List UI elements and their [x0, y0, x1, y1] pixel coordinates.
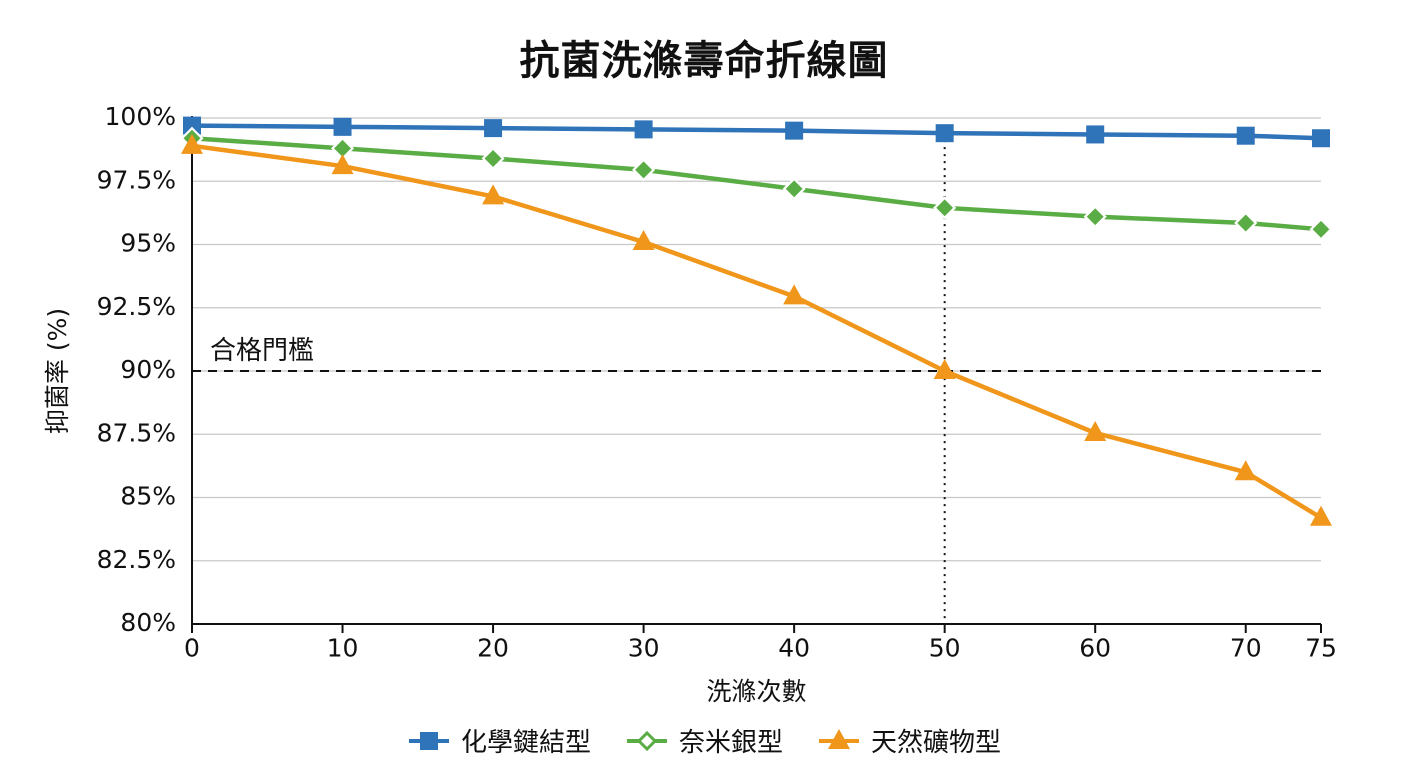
- data-point-series-1: [481, 146, 505, 171]
- data-point-series-1: [1234, 211, 1258, 235]
- data-point-series-0: [1236, 126, 1255, 145]
- x-tick-label: 40: [778, 633, 810, 662]
- y-tick-label: 97.5%: [97, 165, 176, 194]
- y-tick-label: 90%: [120, 355, 176, 384]
- axes: 80% 82.5% 85% 87.5% 90% 92.5% 95% 97.5% 100% 0 10 2…: [97, 102, 1337, 662]
- data-point-series-0: [1086, 125, 1105, 144]
- y-tick-label: 85%: [120, 482, 176, 511]
- y-tick-label: 100%: [105, 102, 176, 131]
- x-tick-label: 20: [477, 633, 509, 662]
- legend-label: 奈米銀型: [678, 728, 783, 758]
- y-tick-label: 92.5%: [97, 292, 176, 321]
- legend-swatch-marker: [419, 731, 438, 750]
- series-lines: [191, 123, 1323, 520]
- legend-swatch: [408, 731, 449, 750]
- data-point-series-2: [1310, 505, 1332, 526]
- data-point-series-2: [181, 133, 203, 154]
- data-point-series-2: [1084, 420, 1107, 441]
- data-point-series-1: [1309, 217, 1333, 241]
- legend-label: 天然礦物型: [871, 728, 1002, 758]
- legend-swatch: [626, 730, 667, 751]
- series-line-1: [191, 135, 1322, 232]
- data-point-series-0: [785, 121, 804, 140]
- legend-item: 奈米銀型: [625, 722, 783, 759]
- y-tick-label: 82.5%: [97, 545, 176, 574]
- data-point-series-2: [632, 229, 655, 250]
- x-axis-title: 洗滌次數: [706, 677, 806, 706]
- gridlines: [192, 117, 1321, 562]
- line-chart: 80% 82.5% 85% 87.5% 90% 92.5% 95% 97.5% 100% 0 10 2…: [43, 102, 1337, 706]
- data-point-series-0: [484, 119, 503, 138]
- threshold-label: 合格門檻: [210, 336, 314, 366]
- x-tick-label: 70: [1230, 633, 1262, 662]
- data-point-series-0: [183, 116, 201, 135]
- x-tick-label: 0: [184, 633, 200, 662]
- x-tick-label: 75: [1305, 633, 1337, 662]
- legend-label: 化學鍵結型: [460, 728, 591, 758]
- data-point-series-2: [783, 284, 806, 305]
- data-point-series-0: [634, 120, 653, 139]
- legend-swatch-marker: [636, 730, 658, 751]
- chart-title: 抗菌洗滌壽命折線圖: [519, 38, 889, 84]
- data-point-series-2: [482, 184, 505, 205]
- legend-swatch: [819, 728, 859, 749]
- x-tick-label: 30: [628, 633, 660, 662]
- series-line-2: [191, 143, 1323, 520]
- y-tick-label: 87.5%: [97, 418, 176, 447]
- reference-lines: [192, 133, 1321, 624]
- data-point-series-2: [933, 359, 956, 379]
- series-markers: [180, 116, 1333, 526]
- data-point-series-2: [331, 154, 354, 175]
- legend-swatch-marker: [828, 728, 850, 749]
- data-point-series-0: [1312, 129, 1330, 148]
- y-axis-title: 抑菌率 (%): [43, 308, 72, 434]
- legend-item: 天然礦物型: [817, 722, 1001, 759]
- data-point-series-2: [1234, 460, 1257, 481]
- x-tick-label: 60: [1079, 633, 1111, 662]
- legend-item: 化學鍵結型: [407, 722, 591, 759]
- x-tick-label: 50: [929, 633, 961, 662]
- data-point-series-0: [333, 117, 352, 136]
- data-point-series-1: [632, 158, 656, 182]
- legend: 化學鍵結型 奈米銀型 天然礦物型: [0, 722, 1408, 759]
- data-point-series-1: [1083, 205, 1107, 229]
- series-line-0: [191, 123, 1322, 141]
- data-point-series-1: [933, 196, 957, 220]
- data-point-series-0: [935, 124, 954, 143]
- data-point-series-1: [782, 177, 806, 201]
- y-tick-label: 95%: [120, 229, 176, 258]
- x-tick-label: 10: [327, 633, 359, 662]
- y-tick-label: 80%: [120, 608, 176, 637]
